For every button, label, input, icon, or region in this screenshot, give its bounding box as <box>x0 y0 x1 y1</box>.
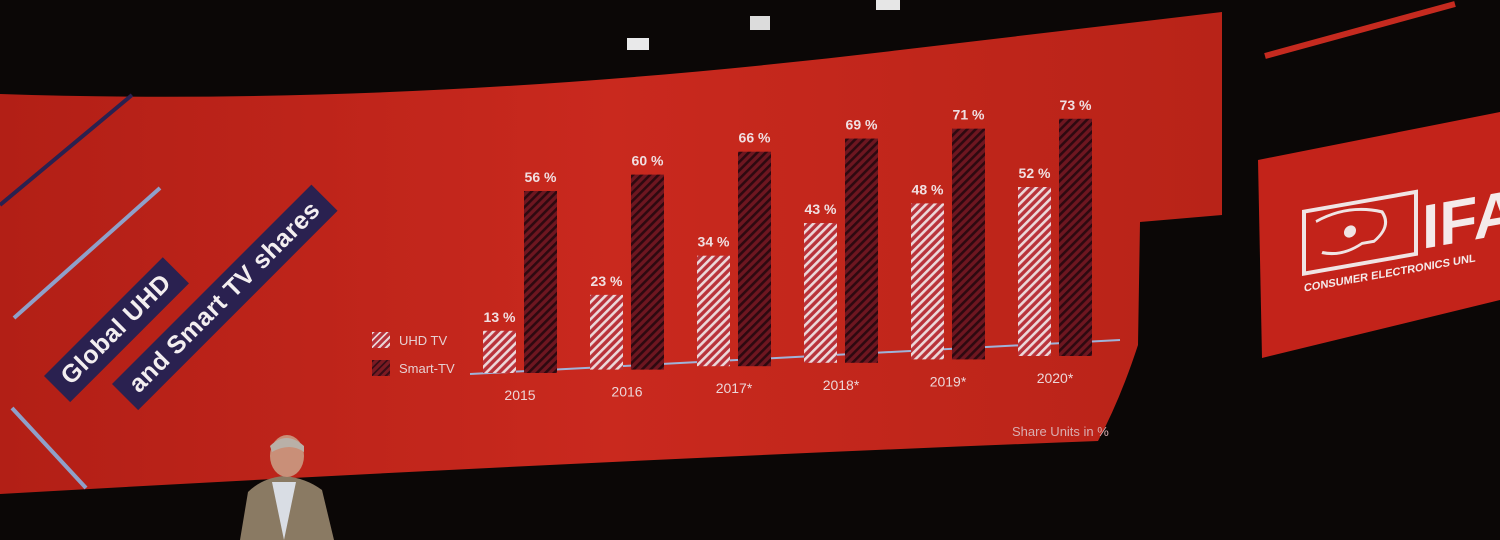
bar-smart-tv <box>631 174 664 370</box>
data-label-smart-tv: 66 % <box>739 130 771 146</box>
legend-item-smart: Smart-TV <box>372 354 455 382</box>
bar-uhd-tv <box>697 255 730 367</box>
ifa-logo-profile <box>1315 207 1388 256</box>
presenter <box>240 435 334 540</box>
ifa-logo-eye <box>1344 225 1356 238</box>
presenter-hair <box>270 438 304 452</box>
decor-line <box>12 186 162 320</box>
bar-smart-tv <box>1059 118 1092 356</box>
chart-area: 13 % 56 % 2015 23 % 60 % 2016 34 % 66 % 2017* 43 … <box>469 97 1121 403</box>
data-label-uhd-tv: 34 % <box>698 234 730 250</box>
x-tick-label: 2019* <box>930 373 967 389</box>
x-tick-label: 2016 <box>611 384 642 400</box>
data-label-uhd-tv: 52 % <box>1019 165 1051 181</box>
stage-light <box>627 38 649 50</box>
decor-line <box>10 406 88 490</box>
bar-uhd-tv <box>590 294 623 370</box>
projection-screen <box>0 12 1222 494</box>
top-accent-line <box>1264 1 1456 59</box>
ifa-logo-face-icon <box>1302 189 1418 276</box>
data-label-smart-tv: 71 % <box>953 107 985 123</box>
bar-smart-tv <box>524 191 557 373</box>
data-label-smart-tv: 56 % <box>525 169 557 185</box>
data-label-uhd-tv: 43 % <box>805 201 837 217</box>
bar-uhd-tv <box>804 223 837 363</box>
x-tick-label: 2015 <box>504 387 535 403</box>
x-axis-line <box>469 339 1121 375</box>
chart-footnote: Share Units in % <box>1012 424 1109 439</box>
data-label-uhd-tv: 23 % <box>591 273 623 289</box>
data-label-smart-tv: 73 % <box>1060 97 1092 113</box>
bar-uhd-tv <box>1018 187 1051 356</box>
data-label-uhd-tv: 13 % <box>484 309 516 325</box>
data-label-smart-tv: 60 % <box>632 153 664 169</box>
legend-swatch-uhd <box>372 332 390 348</box>
ifa-logo-letters: IFA <box>1422 176 1500 262</box>
bar-smart-tv <box>738 151 771 367</box>
presenter-shirt <box>272 482 296 540</box>
stage-light <box>876 0 900 10</box>
x-tick-label: 2017* <box>716 380 753 396</box>
legend-label-uhd: UHD TV <box>399 332 448 348</box>
stage-light <box>750 16 770 30</box>
bar-uhd-tv <box>483 330 516 373</box>
bar-smart-tv <box>845 138 878 363</box>
x-tick-label: 2020* <box>1037 370 1074 386</box>
bar-uhd-tv <box>911 203 944 360</box>
decor-line <box>0 93 134 207</box>
x-tick-label: 2018* <box>823 377 860 393</box>
chart-legend: UHD TV Smart-TV <box>372 326 455 382</box>
legend-swatch-smart <box>372 360 390 376</box>
legend-item-uhd: UHD TV <box>372 326 455 354</box>
data-label-smart-tv: 69 % <box>846 117 878 133</box>
legend-label-smart: Smart-TV <box>399 360 455 376</box>
data-label-uhd-tv: 48 % <box>912 181 944 197</box>
bar-smart-tv <box>952 128 985 360</box>
